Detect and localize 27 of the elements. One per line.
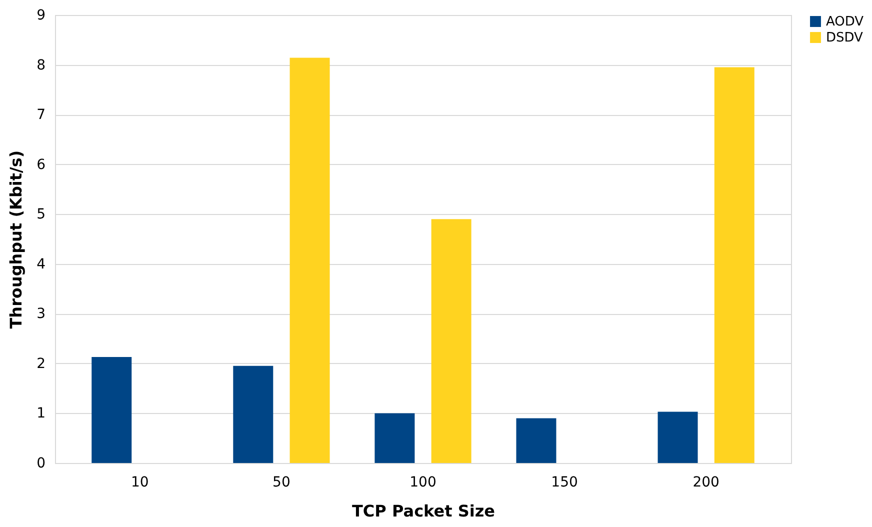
y-axis-title: Throughput (Kbit/s) [6, 150, 26, 329]
bar [374, 413, 415, 463]
y-tick-label: 8 [36, 57, 46, 74]
x-tick-label: 50 [272, 474, 290, 490]
y-tick-label: 2 [36, 356, 46, 372]
y-tick-label: 1 [36, 406, 46, 422]
y-tick-label: 9 [36, 8, 46, 24]
y-tick-label: 5 [36, 206, 46, 223]
x-tick-label: 150 [551, 474, 578, 490]
x-tick-label: 200 [692, 474, 720, 490]
bar [290, 58, 330, 463]
x-tick-label: 10 [131, 474, 149, 490]
bar [233, 366, 274, 463]
y-tick-label: 3 [36, 306, 46, 322]
bar [431, 219, 472, 463]
legend-label: DSDV [826, 30, 864, 46]
x-axis-title: TCP Packet Size [352, 502, 496, 520]
y-tick-label: 7 [36, 107, 46, 124]
y-tick-label: 4 [36, 256, 46, 272]
bar [92, 356, 132, 463]
y-tick-label: 0 [36, 456, 46, 472]
legend-label: AODV [826, 14, 864, 30]
x-tick-label: 100 [410, 474, 436, 490]
bar [714, 67, 754, 463]
bar [658, 412, 698, 463]
y-tick-label: 6 [36, 156, 46, 173]
bar [516, 418, 556, 463]
